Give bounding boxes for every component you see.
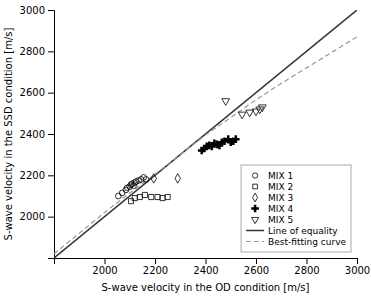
y-axis: 2000 2200 2400 2600 2800 3000 [20, 5, 55, 259]
legend-symbol [246, 230, 264, 232]
legend-symbol [253, 193, 258, 202]
point [137, 194, 142, 199]
marks [54, 10, 357, 258]
tick: 2800 [20, 46, 54, 57]
tick-mark [48, 93, 54, 94]
point [160, 196, 165, 201]
legend-item: MIX 3 [253, 193, 294, 203]
point [116, 193, 122, 199]
point [232, 135, 240, 143]
tick-label: 2400 [193, 265, 218, 276]
point-group [151, 174, 180, 183]
y-axis-title: S-wave velocity in the SSD condition [m/… [3, 28, 14, 241]
chart: 2000 2200 2400 2600 2800 3000 2000 2200 2400 2600… [0, 0, 371, 296]
legend-symbol [246, 241, 264, 242]
axis-line [55, 259, 358, 265]
tick-label: 2600 [244, 265, 269, 276]
tick-mark [48, 134, 54, 135]
tick-label: 3000 [20, 5, 45, 16]
legend-symbol [251, 205, 259, 213]
tick: 2200 [143, 258, 168, 276]
tick-label: 3000 [345, 265, 370, 276]
tick: 2200 [20, 170, 54, 181]
x-axis-title: S-wave velocity in the OD condition [m/s… [102, 282, 310, 293]
tick: 3000 [345, 258, 370, 276]
point [119, 190, 125, 196]
legend-item: Best-fitting curve [246, 237, 346, 247]
tick-mark [48, 10, 54, 11]
legend-label: MIX 4 [268, 204, 293, 214]
tick: 2600 [20, 87, 54, 98]
point [246, 110, 254, 117]
point [165, 194, 170, 199]
point [151, 174, 156, 183]
tick-mark [307, 258, 308, 264]
tick-label: 2800 [20, 46, 45, 57]
tick-label: 2800 [294, 265, 319, 276]
tick-mark [48, 217, 54, 218]
tick-mark [206, 258, 207, 264]
tick: 2000 [20, 211, 54, 222]
legend-symbol [252, 173, 257, 178]
tick: 2400 [193, 258, 218, 276]
legend-box [241, 165, 351, 252]
legend-symbol [253, 184, 258, 189]
legend-label: Line of equality [268, 226, 338, 236]
point [222, 99, 230, 106]
tick-mark [105, 258, 106, 264]
axis-line [48, 11, 55, 259]
legend-item: Line of equality [246, 226, 338, 236]
legend-item: MIX 5 [252, 215, 294, 225]
tick: 2400 [20, 129, 54, 140]
tick: 2800 [294, 258, 319, 276]
point [258, 105, 266, 112]
legend-item: MIX 2 [253, 182, 294, 192]
point [149, 194, 154, 199]
legend-label: MIX 3 [268, 193, 293, 203]
legend: MIX 1MIX 2MIX 3MIX 4MIX 5Line of equalit… [241, 165, 351, 252]
legend-item: MIX 1 [252, 171, 293, 181]
legend-item: MIX 4 [251, 204, 293, 214]
legend-label: MIX 1 [268, 171, 293, 181]
tick-mark [357, 258, 358, 264]
legend-label: MIX 5 [268, 215, 293, 225]
tick-mark [48, 51, 54, 52]
line [54, 37, 357, 254]
point [238, 112, 246, 119]
legend-label: Best-fitting curve [268, 237, 346, 247]
plot: 2000 2200 2400 2600 2800 3000 2000 2200 2400 2600… [20, 5, 371, 276]
point-group [128, 192, 170, 203]
tick-mark [256, 258, 257, 264]
legend-symbol [252, 217, 259, 223]
point-group [198, 135, 240, 154]
point [175, 174, 180, 183]
x-axis: 2000 2200 2400 2600 2800 3000 [55, 258, 371, 276]
point [155, 194, 160, 199]
point [128, 199, 133, 204]
point-group [222, 99, 266, 119]
line [54, 10, 357, 258]
tick: 3000 [20, 5, 54, 16]
tick-mark [48, 175, 54, 176]
tick-label: 2000 [92, 265, 117, 276]
point [132, 196, 137, 201]
point [142, 192, 147, 197]
tick-label: 2200 [143, 265, 168, 276]
legend-label: MIX 2 [268, 182, 293, 192]
tick-mark [155, 258, 156, 264]
tick-label: 2000 [20, 211, 45, 222]
tick: 2600 [244, 258, 269, 276]
tick: 2000 [92, 258, 117, 276]
tick-label: 2200 [20, 170, 45, 181]
tick-label: 2600 [20, 87, 45, 98]
tick-label: 2400 [20, 129, 45, 140]
point [143, 177, 149, 183]
